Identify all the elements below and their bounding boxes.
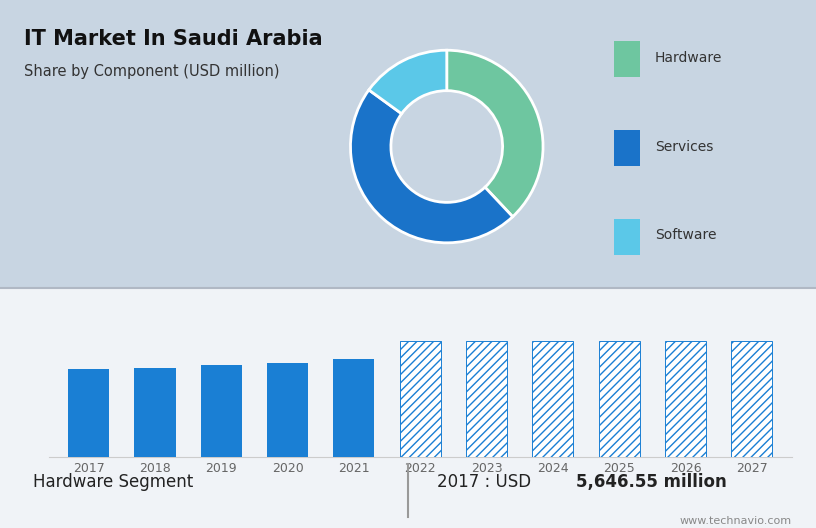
- Bar: [731, 341, 772, 457]
- Text: Hardware: Hardware: [654, 51, 722, 65]
- Wedge shape: [446, 50, 543, 216]
- Bar: [614, 219, 640, 254]
- Text: www.technavio.com: www.technavio.com: [680, 516, 792, 526]
- Wedge shape: [351, 90, 512, 243]
- Bar: [665, 341, 706, 457]
- Bar: [614, 41, 640, 77]
- Wedge shape: [369, 50, 447, 114]
- Text: Services: Services: [654, 139, 713, 154]
- Text: Hardware Segment: Hardware Segment: [33, 473, 193, 491]
- Text: Software: Software: [654, 228, 716, 242]
- Bar: [69, 369, 109, 457]
- Text: 2017 : USD: 2017 : USD: [437, 473, 536, 491]
- Bar: [614, 130, 640, 166]
- Bar: [532, 341, 574, 457]
- Bar: [599, 341, 640, 457]
- Bar: [400, 341, 441, 457]
- Bar: [201, 365, 242, 457]
- Bar: [466, 341, 507, 457]
- Bar: [267, 363, 308, 457]
- Text: IT Market In Saudi Arabia: IT Market In Saudi Arabia: [24, 29, 323, 49]
- Bar: [334, 359, 375, 457]
- Bar: [135, 368, 175, 457]
- Text: Share by Component (USD million): Share by Component (USD million): [24, 64, 280, 79]
- Text: 5,646.55 million: 5,646.55 million: [576, 473, 726, 491]
